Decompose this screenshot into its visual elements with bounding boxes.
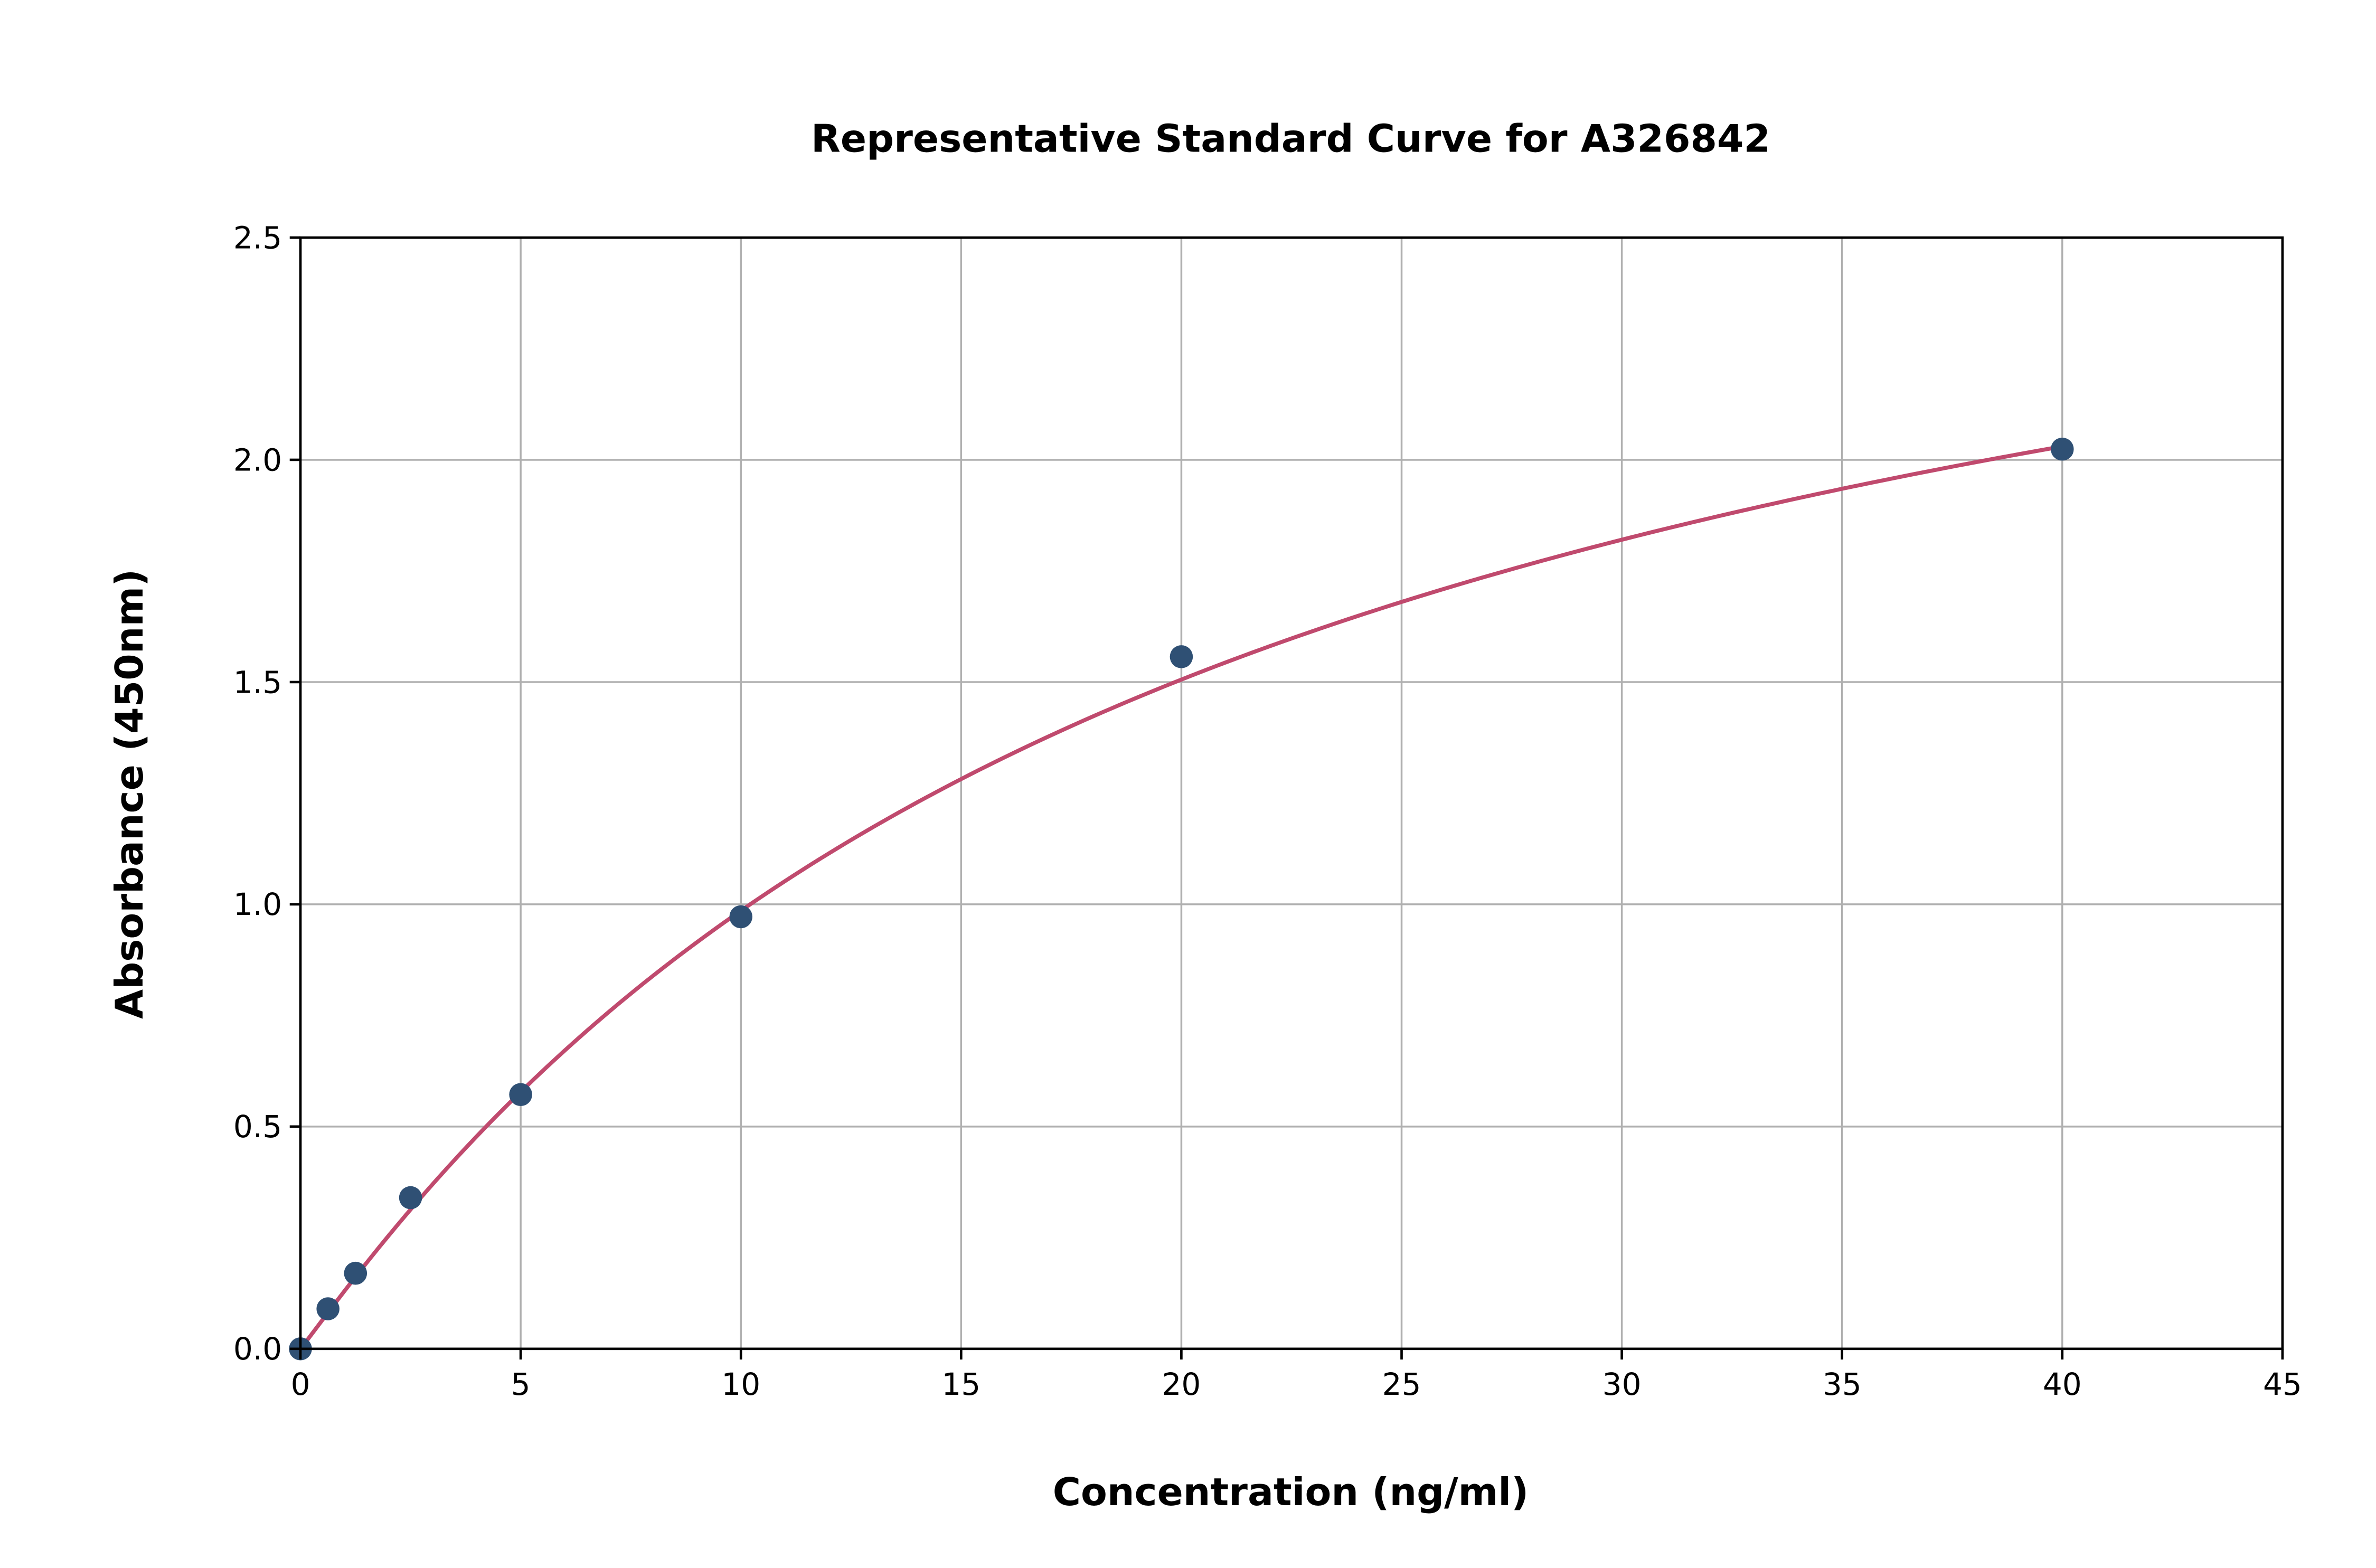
- y-tick-label: 1.5: [233, 664, 282, 700]
- y-tick-label: 2.5: [233, 220, 282, 256]
- plot-frame: [299, 236, 2284, 1350]
- x-tick-label: 25: [1382, 1366, 1421, 1402]
- y-tick-label: 1.0: [233, 886, 282, 922]
- x-tick-label: 35: [1823, 1366, 1862, 1402]
- x-tick-label: 45: [2263, 1366, 2302, 1402]
- y-tick-label: 0.0: [233, 1331, 282, 1367]
- fit-curve: [299, 444, 2063, 1350]
- x-axis-label: Concentration (ng/ml): [1053, 1470, 1529, 1515]
- x-tick-label: 15: [941, 1366, 980, 1402]
- x-tick-label: 10: [721, 1366, 760, 1402]
- data-point: [509, 1083, 532, 1107]
- chart-title: Representative Standard Curve for A32684…: [811, 117, 1770, 161]
- data-point: [399, 1186, 422, 1210]
- x-tick-label: 40: [2043, 1366, 2082, 1402]
- y-tick-label: 2.0: [233, 442, 282, 478]
- x-tick-label: 30: [1602, 1366, 1642, 1402]
- data-point: [1170, 645, 1193, 668]
- data-point: [344, 1261, 367, 1285]
- y-tick-label: 0.5: [233, 1109, 282, 1145]
- data-point: [2051, 437, 2074, 461]
- grid: [299, 237, 2284, 1350]
- x-tick-label: 5: [511, 1366, 531, 1402]
- x-tick-label: 20: [1162, 1366, 1201, 1402]
- x-tick-label: 0: [291, 1366, 310, 1402]
- data-point: [316, 1297, 340, 1320]
- data-point: [729, 905, 752, 929]
- y-axis-label: Absorbance (450nm): [108, 569, 152, 1019]
